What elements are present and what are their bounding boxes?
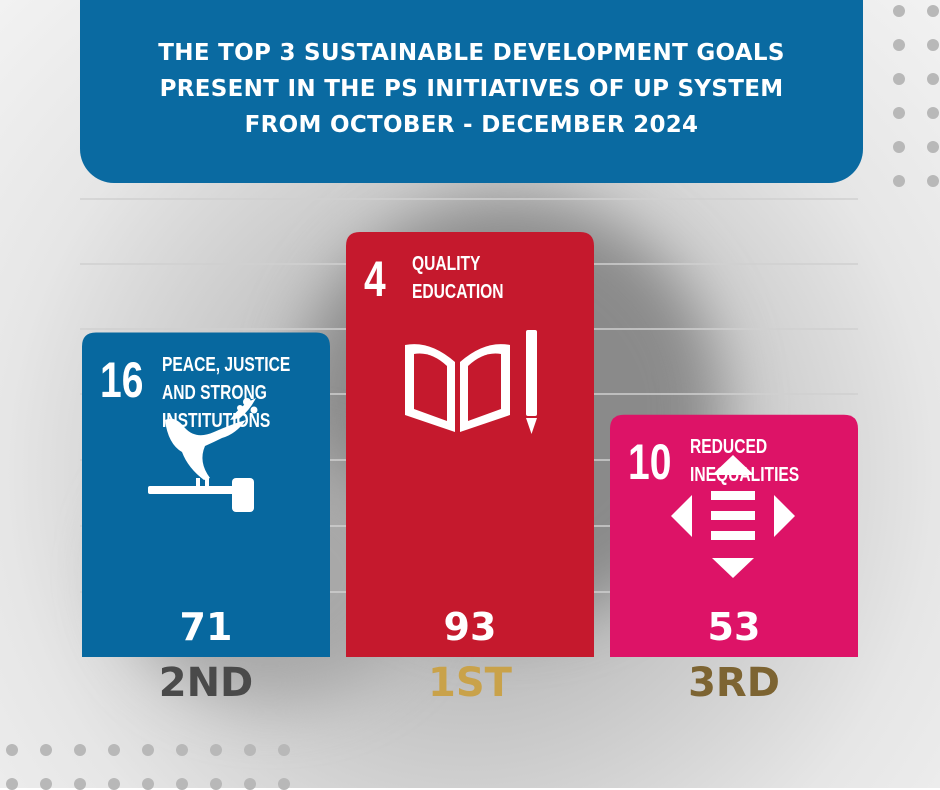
book-pencil-icon: [405, 330, 537, 434]
goal-name-line: REDUCED: [690, 435, 768, 458]
decorative-dot: [210, 744, 222, 756]
decorative-dot: [893, 39, 905, 51]
decorative-dot: [6, 778, 18, 790]
decorative-dot: [210, 778, 222, 790]
decorative-dot: [893, 107, 905, 119]
rank-label: 1ST: [428, 660, 512, 706]
decorative-dot: [893, 175, 905, 187]
decorative-dot: [142, 744, 154, 756]
decorative-dot: [74, 744, 86, 756]
goal-name-line: EDUCATION: [412, 281, 504, 303]
rank-label: 2ND: [158, 660, 254, 706]
decorative-dot: [108, 778, 120, 790]
goal-name-line: AND STRONG: [162, 381, 267, 404]
decorative-dot: [40, 778, 52, 790]
decorative-dot: [108, 744, 120, 756]
goal-name-line: PEACE, JUSTICE: [162, 353, 291, 376]
decorative-dot: [927, 39, 939, 51]
value-label: 93: [443, 605, 497, 649]
decorative-dot: [74, 778, 86, 790]
goal-number: 4: [364, 251, 386, 307]
goal-name-line: INSTITUTIONS: [162, 409, 271, 432]
title-line-1: THE TOP 3 SUSTAINABLE DEVELOPMENT GOALS: [158, 40, 785, 66]
decorative-dot: [278, 744, 290, 756]
decorative-dot: [40, 744, 52, 756]
value-label: 53: [707, 605, 761, 649]
goal-name: PEACE, JUSTICE AND STRONG INSTITUTIONS: [162, 351, 290, 435]
equality-arrows-icon: [671, 455, 795, 578]
value-label: 71: [179, 605, 233, 649]
decorative-dot: [927, 141, 939, 153]
decorative-dot: [893, 73, 905, 85]
goal-name: QUALITY EDUCATION: [412, 250, 504, 306]
decorative-dot: [927, 73, 939, 85]
decorative-dot: [176, 778, 188, 790]
decorative-dot: [244, 744, 256, 756]
decorative-dot: [893, 141, 905, 153]
dove-gavel-icon: [148, 398, 258, 512]
goal-name-line: QUALITY: [412, 253, 481, 275]
decorative-dot: [176, 744, 188, 756]
goal-number: 16: [100, 351, 144, 408]
decorative-dot: [6, 744, 18, 756]
goal-name-line: INEQUALITIES: [690, 463, 800, 486]
goal-number: 10: [628, 433, 672, 490]
decorative-dot: [927, 175, 939, 187]
decorative-dot: [278, 778, 290, 790]
title-line-2: PRESENT IN THE PS INITIATIVES OF UP SYST…: [159, 76, 784, 102]
decorative-dot: [927, 107, 939, 119]
title-banner: THE TOP 3 SUSTAINABLE DEVELOPMENT GOALS …: [80, 0, 863, 183]
bar-goal-16: [82, 332, 330, 657]
rank-label: 3RD: [688, 660, 780, 706]
decorative-dot: [142, 778, 154, 790]
title-line-3: FROM OCTOBER - DECEMBER 2024: [244, 112, 699, 138]
decorative-dot: [244, 778, 256, 790]
goal-name: REDUCED INEQUALITIES: [690, 433, 799, 489]
decorative-dot: [927, 5, 939, 17]
decorative-dot: [893, 5, 905, 17]
